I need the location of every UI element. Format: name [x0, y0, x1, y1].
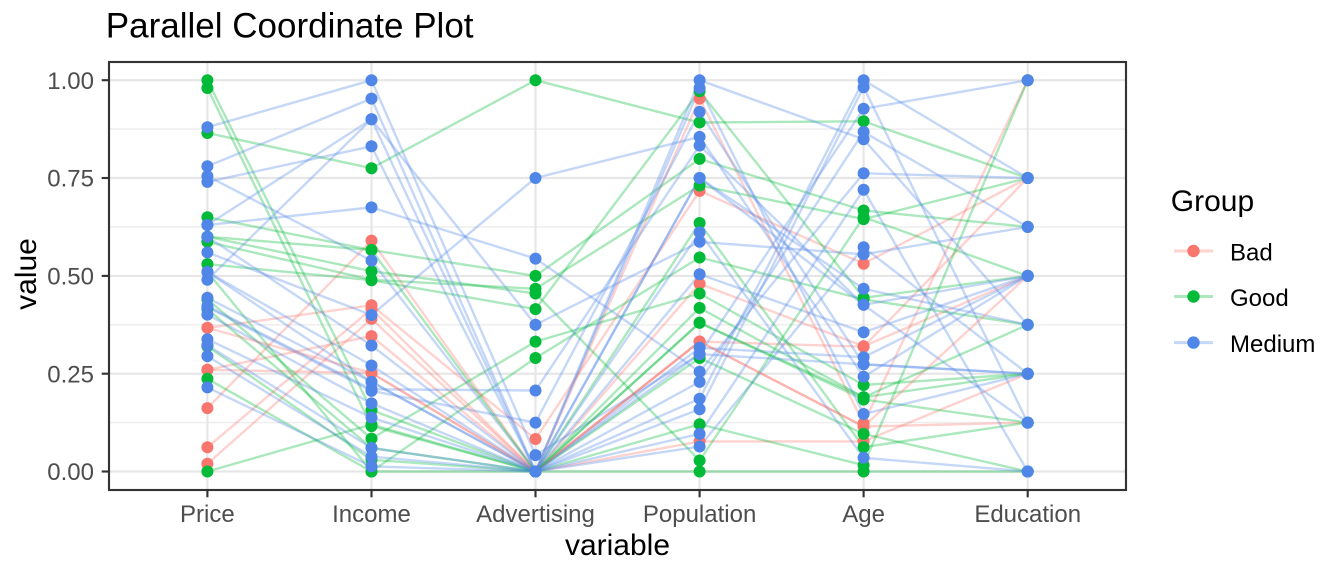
svg-text:Price: Price — [180, 501, 235, 528]
svg-text:Income: Income — [332, 501, 411, 528]
svg-text:Good: Good — [1230, 285, 1289, 312]
svg-text:Medium: Medium — [1230, 331, 1315, 358]
svg-text:0.25: 0.25 — [47, 361, 94, 388]
svg-text:0.75: 0.75 — [47, 166, 94, 193]
svg-text:Age: Age — [842, 501, 885, 528]
svg-text:Bad: Bad — [1230, 239, 1273, 266]
svg-text:Population: Population — [643, 501, 756, 528]
svg-text:0.00: 0.00 — [47, 459, 94, 486]
svg-text:value: value — [10, 238, 43, 310]
svg-text:0.50: 0.50 — [47, 264, 94, 291]
svg-text:Advertising: Advertising — [476, 501, 595, 528]
svg-text:variable: variable — [565, 529, 670, 562]
svg-text:Group: Group — [1171, 185, 1254, 218]
svg-text:1.00: 1.00 — [47, 68, 94, 95]
svg-text:Education: Education — [974, 501, 1081, 528]
svg-text:Parallel Coordinate Plot: Parallel Coordinate Plot — [106, 7, 474, 46]
